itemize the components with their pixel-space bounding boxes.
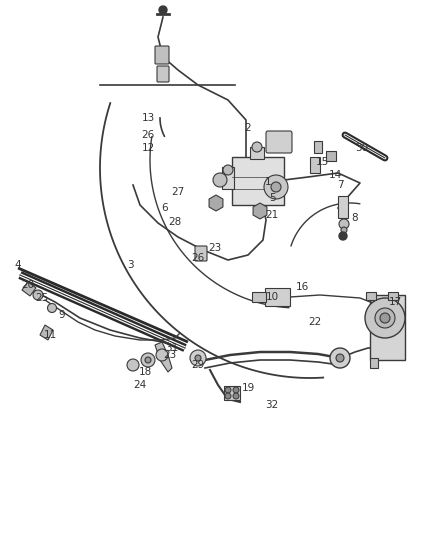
Text: 11: 11 (43, 330, 57, 340)
FancyBboxPatch shape (155, 46, 169, 64)
Circle shape (264, 175, 288, 199)
Text: 21: 21 (265, 210, 279, 220)
Circle shape (330, 348, 350, 368)
Text: 9: 9 (59, 310, 65, 320)
Text: 20: 20 (21, 280, 35, 290)
FancyBboxPatch shape (266, 131, 292, 153)
Bar (366, 292, 376, 300)
Text: 30: 30 (356, 143, 368, 153)
Circle shape (190, 350, 206, 366)
Text: 14: 14 (328, 170, 342, 180)
Text: 8: 8 (352, 213, 358, 223)
Text: 5: 5 (268, 193, 276, 203)
Bar (388, 292, 398, 300)
Circle shape (271, 182, 281, 192)
Text: 23: 23 (163, 350, 177, 360)
Bar (224, 386, 240, 400)
FancyBboxPatch shape (157, 66, 169, 82)
Text: 6: 6 (162, 203, 168, 213)
Text: 12: 12 (141, 143, 155, 153)
Circle shape (225, 387, 231, 393)
Text: 26: 26 (191, 253, 205, 263)
Bar (265, 288, 290, 306)
Text: 28: 28 (168, 217, 182, 227)
Text: 31: 31 (166, 343, 179, 353)
Circle shape (141, 353, 155, 367)
Circle shape (252, 142, 262, 152)
Circle shape (156, 349, 168, 361)
Bar (370, 295, 405, 360)
Circle shape (195, 355, 201, 361)
Circle shape (341, 227, 347, 233)
Text: 4: 4 (15, 260, 21, 270)
Circle shape (145, 357, 151, 363)
Text: 32: 32 (265, 400, 279, 410)
Polygon shape (209, 195, 223, 211)
Circle shape (127, 359, 139, 371)
Text: 19: 19 (241, 383, 254, 393)
Text: 25: 25 (35, 293, 49, 303)
Text: 17: 17 (389, 297, 402, 307)
Text: 29: 29 (191, 360, 205, 370)
Text: 10: 10 (265, 292, 279, 302)
Text: 13: 13 (141, 113, 155, 123)
Circle shape (225, 393, 231, 399)
Text: 1: 1 (265, 177, 271, 187)
Text: 7: 7 (337, 180, 343, 190)
Text: 16: 16 (295, 282, 309, 292)
Circle shape (233, 393, 239, 399)
Circle shape (339, 232, 347, 240)
Bar (250, 147, 264, 159)
Text: 2: 2 (245, 123, 251, 133)
Circle shape (233, 387, 239, 393)
Polygon shape (40, 325, 53, 340)
Circle shape (213, 173, 227, 187)
Text: 27: 27 (171, 187, 185, 197)
Circle shape (47, 303, 57, 312)
Circle shape (159, 6, 167, 14)
Circle shape (380, 313, 390, 323)
Polygon shape (253, 203, 267, 219)
Text: 26: 26 (141, 130, 155, 140)
Bar (338, 196, 348, 218)
Bar (222, 167, 234, 189)
Bar (314, 141, 322, 153)
Circle shape (33, 290, 43, 300)
Bar (370, 358, 378, 368)
Text: 22: 22 (308, 317, 321, 327)
Text: 18: 18 (138, 367, 152, 377)
Text: 15: 15 (315, 157, 328, 167)
Circle shape (223, 165, 233, 175)
Text: 3: 3 (127, 260, 133, 270)
Text: 24: 24 (134, 380, 147, 390)
Polygon shape (155, 342, 172, 372)
Circle shape (339, 219, 349, 229)
Text: 23: 23 (208, 243, 222, 253)
Circle shape (375, 308, 395, 328)
Bar (252, 292, 266, 302)
FancyBboxPatch shape (195, 246, 207, 261)
Circle shape (336, 354, 344, 362)
Circle shape (365, 298, 405, 338)
Polygon shape (22, 282, 36, 296)
Bar (326, 151, 336, 161)
Bar (232, 157, 284, 205)
Bar (310, 157, 320, 173)
